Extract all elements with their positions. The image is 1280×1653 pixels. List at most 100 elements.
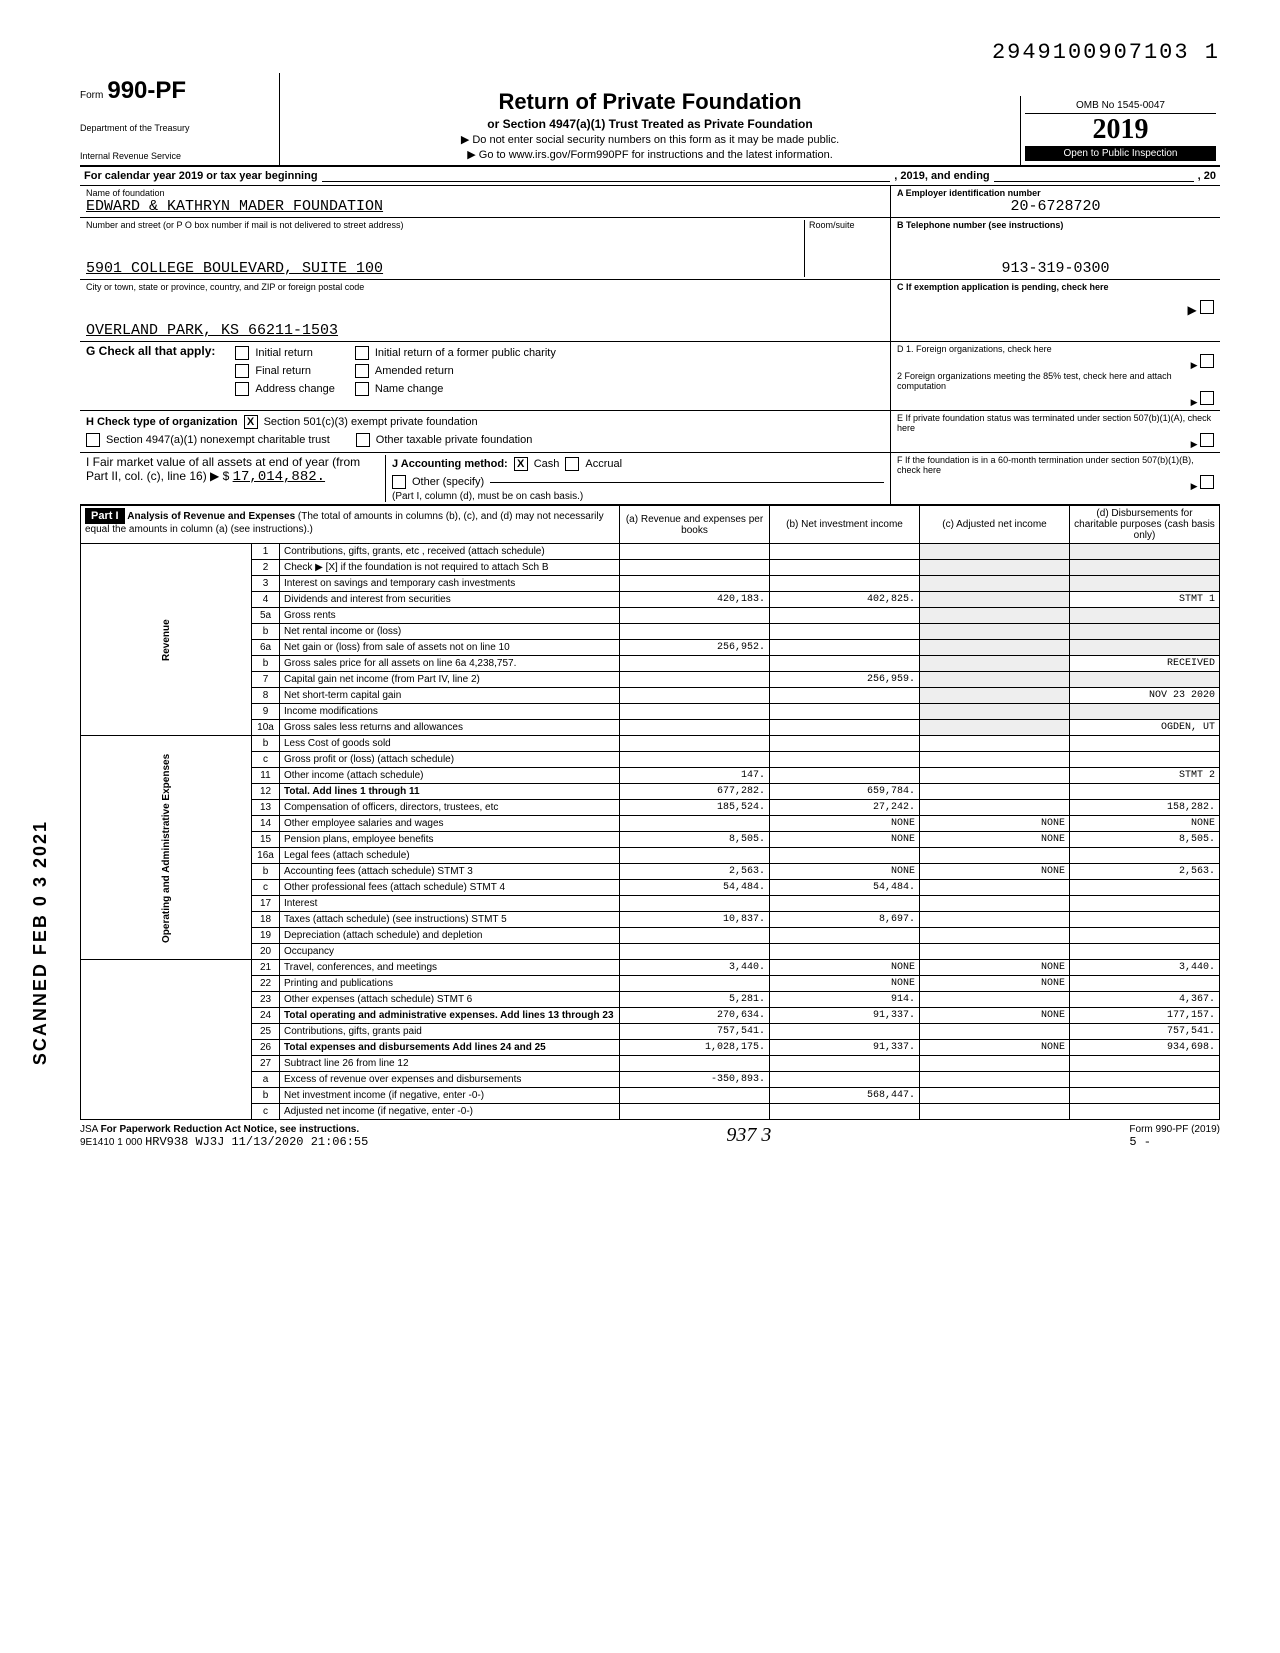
cell-value xyxy=(770,1024,920,1040)
table-row: 25Contributions, gifts, grants paid757,5… xyxy=(81,1024,1220,1040)
cell-value: 420,183. xyxy=(620,592,770,608)
e-checkbox[interactable] xyxy=(1200,433,1214,447)
exemption-label: C If exemption application is pending, c… xyxy=(897,282,1214,292)
row-description: Compensation of officers, directors, tru… xyxy=(280,800,620,816)
cell-value xyxy=(620,576,770,592)
tax-year: 2019 xyxy=(1025,114,1216,146)
table-row: 22Printing and publicationsNONENONE xyxy=(81,976,1220,992)
cell-value: 1,028,175. xyxy=(620,1040,770,1056)
j-other: Other (specify) xyxy=(412,476,484,488)
table-row: 26Total expenses and disbursements Add l… xyxy=(81,1040,1220,1056)
document-number: 2949100907103 1 xyxy=(80,40,1220,65)
cell-value xyxy=(920,1104,1070,1120)
cell-value xyxy=(770,736,920,752)
cash-checkbox[interactable]: X xyxy=(514,457,528,471)
other-taxable-checkbox[interactable] xyxy=(356,433,370,447)
row-description: Other expenses (attach schedule) STMT 6 xyxy=(280,992,620,1008)
cell-value xyxy=(770,1072,920,1088)
cell-value xyxy=(620,1088,770,1104)
h-sec4947: Section 4947(a)(1) nonexempt charitable … xyxy=(106,434,330,446)
cell-value xyxy=(920,736,1070,752)
address-change-checkbox[interactable] xyxy=(235,382,249,396)
other-method-checkbox[interactable] xyxy=(392,475,406,489)
sec4947-checkbox[interactable] xyxy=(86,433,100,447)
row-description: Net investment income (if negative, ente… xyxy=(280,1088,620,1104)
accrual-checkbox[interactable] xyxy=(565,457,579,471)
cell-value xyxy=(770,848,920,864)
row-description: Income modifications xyxy=(280,704,620,720)
f-checkbox[interactable] xyxy=(1200,475,1214,489)
initial-return-checkbox[interactable] xyxy=(235,346,249,360)
cell-value xyxy=(920,752,1070,768)
cell-value xyxy=(1070,624,1220,640)
side-scanned-stamp: SCANNED FEB 0 3 2021 xyxy=(30,820,51,1065)
cell-value xyxy=(1070,880,1220,896)
cell-value xyxy=(1070,976,1220,992)
header-center: Return of Private Foundation or Section … xyxy=(280,85,1020,165)
cell-value: 3,440. xyxy=(620,960,770,976)
row-description: Less Cost of goods sold xyxy=(280,736,620,752)
address-value: 5901 COLLEGE BOULEVARD, SUITE 100 xyxy=(86,260,804,277)
cell-value xyxy=(770,944,920,960)
room-label: Room/suite xyxy=(809,220,884,230)
cell-value xyxy=(770,720,920,736)
g-label: G Check all that apply: xyxy=(86,344,215,398)
cell-value xyxy=(920,544,1070,560)
row-number: b xyxy=(252,864,280,880)
cell-value: 402,825. xyxy=(770,592,920,608)
cell-value xyxy=(770,640,920,656)
cell-value xyxy=(920,560,1070,576)
initial-former-checkbox[interactable] xyxy=(355,346,369,360)
cell-value xyxy=(1070,1056,1220,1072)
cell-value xyxy=(1070,784,1220,800)
cell-value: -350,893. xyxy=(620,1072,770,1088)
cell-value xyxy=(770,1056,920,1072)
calendar-year-row: For calendar year 2019 or tax year begin… xyxy=(80,167,1220,186)
d2-checkbox[interactable] xyxy=(1200,391,1214,405)
cell-value xyxy=(770,688,920,704)
amended-return-checkbox[interactable] xyxy=(355,364,369,378)
part1-table: Part I Analysis of Revenue and Expenses … xyxy=(80,505,1220,1120)
d1-checkbox[interactable] xyxy=(1200,354,1214,368)
row-number: 12 xyxy=(252,784,280,800)
cell-value xyxy=(920,576,1070,592)
part1-label: Part I xyxy=(85,508,125,524)
final-return-checkbox[interactable] xyxy=(235,364,249,378)
row-number: 17 xyxy=(252,896,280,912)
cell-value: RECEIVED xyxy=(1070,656,1220,672)
name-change-checkbox[interactable] xyxy=(355,382,369,396)
cell-value xyxy=(770,544,920,560)
table-row: 21Travel, conferences, and meetings3,440… xyxy=(81,960,1220,976)
row-number: 9 xyxy=(252,704,280,720)
sec501-checkbox[interactable]: X xyxy=(244,415,258,429)
footer-notice: For Paperwork Reduction Act Notice, see … xyxy=(101,1124,360,1135)
cell-value xyxy=(1070,640,1220,656)
cell-value xyxy=(1070,928,1220,944)
cell-value: OGDEN, UT xyxy=(1070,720,1220,736)
cell-value xyxy=(620,720,770,736)
row-number: 26 xyxy=(252,1040,280,1056)
cell-value xyxy=(920,992,1070,1008)
row-number: 7 xyxy=(252,672,280,688)
d2-label: 2 Foreign organizations meeting the 85% … xyxy=(897,371,1214,391)
cell-value: STMT 2 xyxy=(1070,768,1220,784)
cell-value: 934,698. xyxy=(1070,1040,1220,1056)
row-description: Dividends and interest from securities xyxy=(280,592,620,608)
row-description: Accounting fees (attach schedule) STMT 3 xyxy=(280,864,620,880)
exemption-checkbox[interactable] xyxy=(1200,300,1214,314)
cell-value xyxy=(1070,736,1220,752)
cell-value: 256,952. xyxy=(620,640,770,656)
col-d-header: (d) Disbursements for charitable purpose… xyxy=(1070,506,1220,544)
cell-value xyxy=(620,704,770,720)
cell-value xyxy=(920,848,1070,864)
cell-value xyxy=(770,656,920,672)
form-number: 990-PF xyxy=(107,77,186,105)
cell-value: 2,563. xyxy=(620,864,770,880)
cell-value xyxy=(620,976,770,992)
row-description: Capital gain net income (from Part IV, l… xyxy=(280,672,620,688)
cell-value xyxy=(620,848,770,864)
j-note: (Part I, column (d), must be on cash bas… xyxy=(392,491,884,502)
phone-value: 913-319-0300 xyxy=(897,260,1214,277)
cell-value xyxy=(770,1104,920,1120)
cell-value: NONE xyxy=(770,864,920,880)
